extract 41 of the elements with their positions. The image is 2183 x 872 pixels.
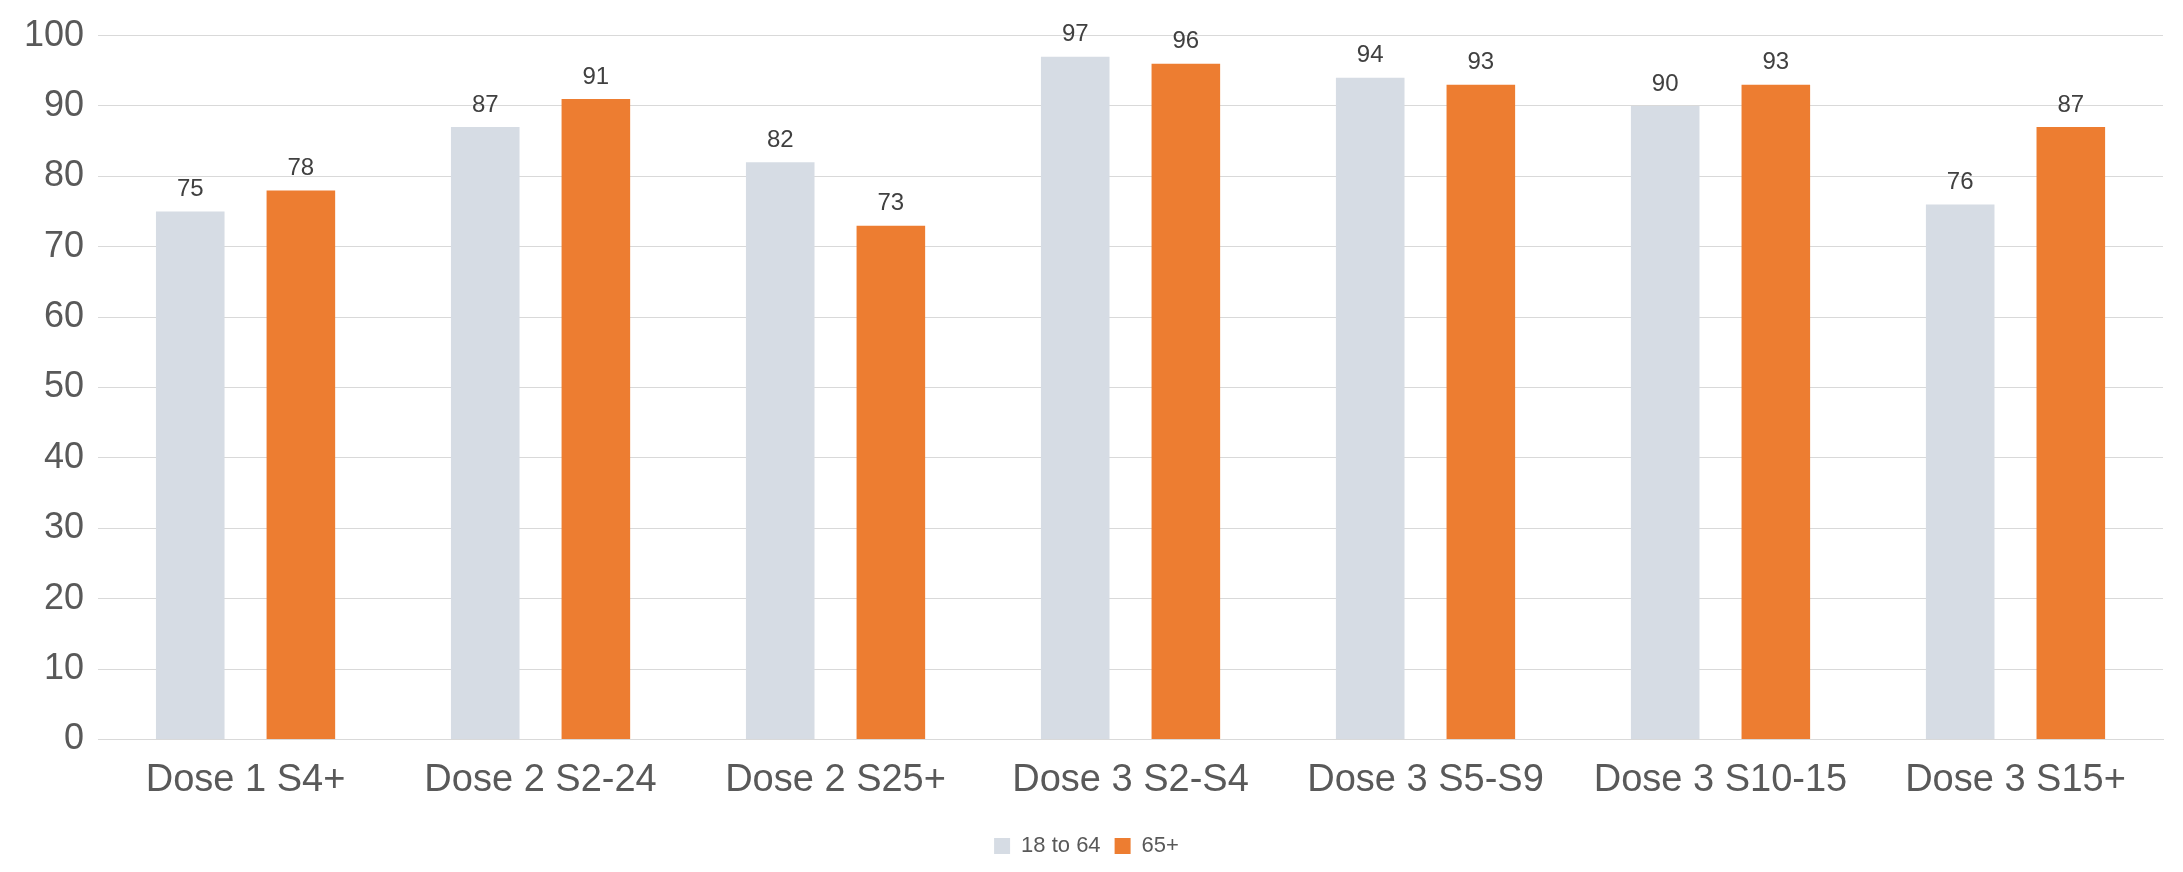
y-tick-label: 0 (64, 716, 85, 758)
x-tick-label: Dose 3 S2-S4 (1012, 756, 1249, 799)
bar (1741, 84, 1811, 739)
data-label: 87 (2057, 89, 2085, 117)
data-label: 87 (471, 89, 499, 117)
y-tick-label: 40 (44, 434, 85, 476)
x-tick-label: Dose 1 S4+ (145, 756, 346, 799)
data-label: 91 (582, 61, 610, 89)
y-tick-label: 70 (44, 223, 85, 265)
data-label: 75 (176, 174, 204, 202)
y-tick-label: 10 (44, 645, 85, 687)
y-tick-label: 30 (44, 505, 85, 547)
y-tick-label: 60 (44, 294, 85, 336)
y-tick-label: 50 (44, 364, 85, 406)
bar (1446, 84, 1516, 739)
x-tick-label: Dose 3 S5-S9 (1307, 756, 1544, 799)
x-tick-label: Dose 3 S15+ (1905, 756, 2126, 799)
data-label: 78 (287, 153, 315, 181)
data-label: 97 (1061, 19, 1089, 47)
y-tick-label: 90 (44, 82, 85, 124)
x-tick-label: Dose 3 S10-15 (1593, 756, 1848, 799)
data-label: 90 (1651, 68, 1679, 96)
data-label: 93 (1762, 47, 1790, 75)
y-tick-label: 80 (44, 153, 85, 195)
legend-label: 65+ (1141, 832, 1179, 858)
bar (856, 225, 926, 739)
bar (266, 190, 336, 739)
data-label: 76 (1946, 167, 1974, 195)
x-tick-label: Dose 2 S2-24 (424, 756, 657, 799)
x-tick-label: Dose 2 S25+ (725, 756, 946, 799)
data-label: 93 (1467, 47, 1495, 75)
y-tick-label: 20 (44, 575, 85, 617)
data-label: 82 (766, 124, 794, 152)
data-label: 96 (1172, 26, 1200, 54)
bar (561, 98, 631, 739)
legend-label: 18 to 64 (1021, 832, 1101, 858)
bar (1151, 63, 1221, 739)
data-label: 94 (1356, 40, 1384, 68)
bar (2036, 127, 2106, 739)
data-label: 73 (877, 188, 905, 216)
y-tick-label: 100 (23, 12, 85, 54)
